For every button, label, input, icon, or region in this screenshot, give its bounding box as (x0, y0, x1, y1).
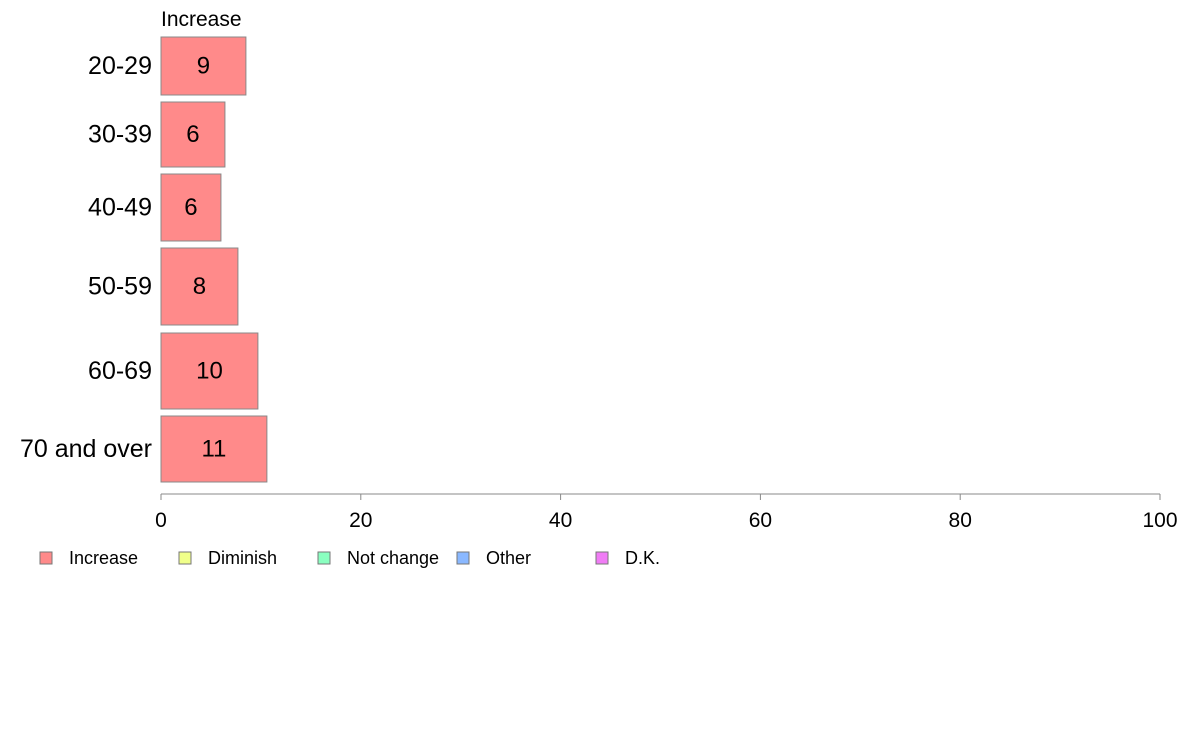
legend-swatch (178, 551, 192, 565)
bar-value-label: 11 (201, 436, 226, 463)
x-tick-label: 80 (949, 509, 972, 532)
legend-label: Diminish (208, 548, 277, 568)
series-header: Increase (161, 8, 242, 31)
x-tick-label: 40 (549, 509, 572, 532)
legend-swatch (595, 551, 609, 565)
legend-label: Other (486, 548, 531, 568)
bar-value-label: 6 (184, 194, 197, 221)
legend-swatch (456, 551, 470, 565)
bar-20-29 (160, 36, 247, 96)
legend-label: D.K. (625, 548, 660, 568)
category-label: 30-39 (88, 121, 152, 149)
category-label: 20-29 (88, 52, 152, 80)
x-axis: 0 20 40 60 80 100 (155, 493, 1178, 532)
bar-30-39 (160, 101, 226, 168)
bar-70-and-over (160, 415, 268, 483)
bar-50-59 (160, 247, 239, 326)
legend: Increase Diminish Not change Other D.K. (39, 548, 660, 568)
bars-group: 9 6 6 8 10 11 (160, 36, 268, 483)
bar-value-label: 10 (196, 358, 223, 385)
category-label: 50-59 (88, 273, 152, 301)
x-tick-label: 60 (749, 509, 772, 532)
legend-label: Increase (69, 548, 138, 568)
x-tick-label: 0 (155, 509, 167, 532)
category-label: 70 and over (20, 435, 152, 463)
bar-value-label: 6 (186, 121, 199, 148)
bar-40-49 (160, 173, 222, 242)
legend-swatch (39, 551, 53, 565)
bar-value-label: 8 (193, 273, 206, 300)
legend-label: Not change (347, 548, 439, 568)
legend-swatch (317, 551, 331, 565)
category-label: 40-49 (88, 194, 152, 222)
category-labels: 20-29 30-39 40-49 50-59 60-69 70 and over (20, 52, 152, 463)
bar-60-69 (160, 332, 259, 410)
x-tick-label: 20 (349, 509, 372, 532)
bar-value-label: 9 (197, 53, 210, 80)
x-tick-label: 100 (1142, 509, 1177, 532)
category-label: 60-69 (88, 357, 152, 385)
